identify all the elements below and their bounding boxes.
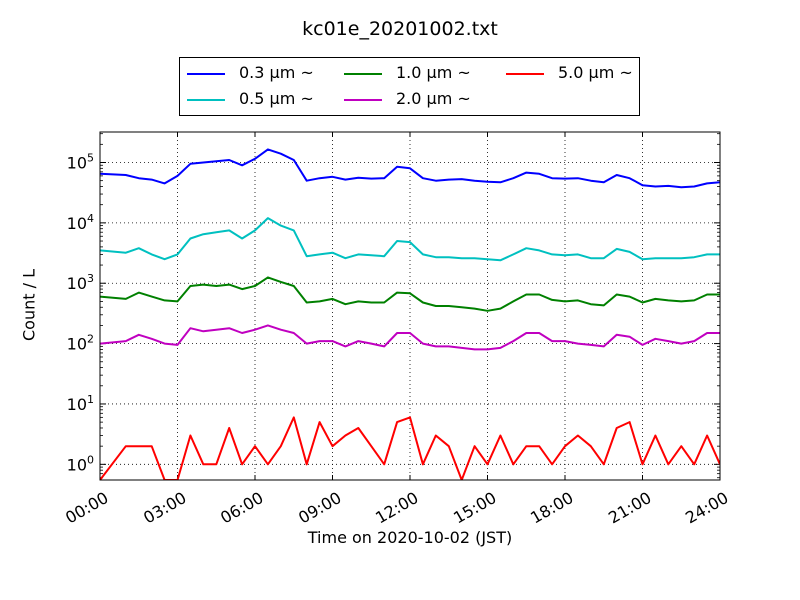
- legend-label-2: 1.0 μm ~: [396, 63, 471, 82]
- y-tick-label: 100: [67, 453, 94, 474]
- legend-label-4: 5.0 μm ~: [558, 63, 633, 82]
- y-tick-label: 101: [67, 393, 94, 414]
- series-line-2: [100, 276, 720, 312]
- x-axis-label: Time on 2020-10-02 (JST): [307, 528, 513, 547]
- plot-area: [100, 132, 720, 480]
- y-tick-label: 104: [67, 212, 94, 233]
- y-tick-label: 102: [67, 333, 94, 354]
- y-tick-label: 103: [67, 272, 94, 293]
- legend-line-4: [506, 73, 544, 75]
- series-line-0: [100, 148, 720, 189]
- legend-line-0: [187, 73, 225, 75]
- series-line-3: [100, 324, 720, 351]
- legend-label-0: 0.3 μm ~: [239, 63, 314, 82]
- legend-label-3: 2.0 μm ~: [396, 89, 471, 108]
- plot-frame: [99, 131, 721, 481]
- legend-line-3: [344, 99, 382, 101]
- legend-line-2: [344, 73, 382, 75]
- series-line-4: [100, 416, 720, 480]
- legend-label-1: 0.5 μm ~: [239, 89, 314, 108]
- legend: 0.3 μm ~ 1.0 μm ~ 5.0 μm ~ 0.5 μm ~ 2.0 …: [179, 57, 640, 116]
- y-axis-label: Count / L: [19, 269, 39, 341]
- legend-line-1: [187, 99, 225, 101]
- series-line-1: [100, 217, 720, 262]
- y-tick-label: 105: [67, 151, 94, 172]
- chart-title: kc01e_20201002.txt: [302, 18, 498, 40]
